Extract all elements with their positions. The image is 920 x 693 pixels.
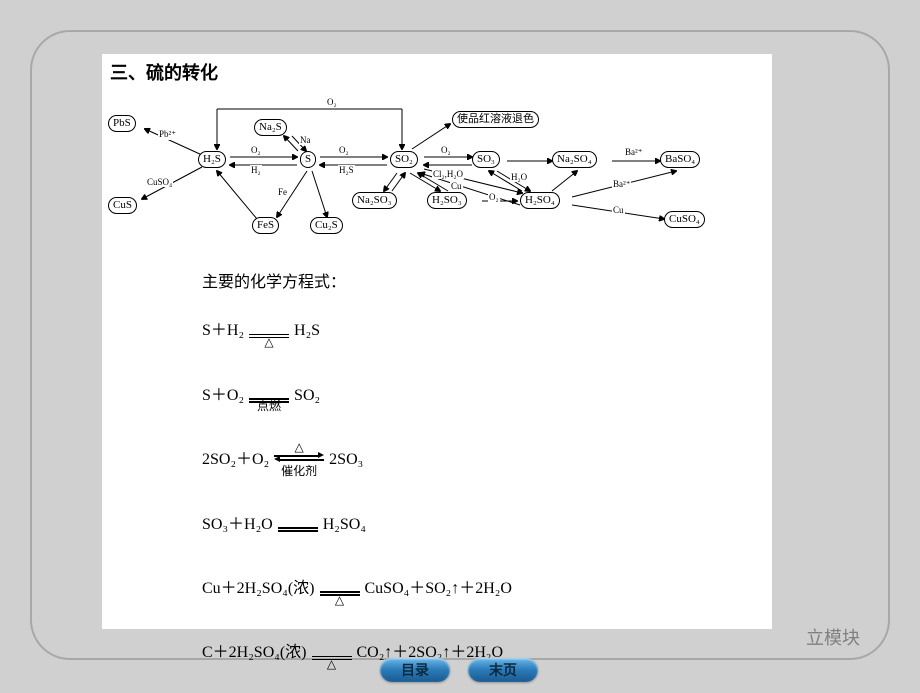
label-ba2a: Ba²⁺ bbox=[624, 147, 643, 158]
node-so2: SO₂ bbox=[390, 151, 418, 168]
eq-cond-below: △ bbox=[295, 439, 304, 456]
label-cu2: Cu bbox=[612, 205, 625, 215]
node-cus: CuS bbox=[108, 197, 137, 214]
eq-cond: △ bbox=[264, 334, 273, 351]
node-s: S bbox=[300, 151, 316, 168]
label-cl2: Cl₂,H₂O bbox=[432, 169, 464, 179]
equation-row: C＋2H₂SO₄(浓) △ CO₂↑＋2SO₂↑＋2H₂O bbox=[202, 628, 512, 678]
label-cuso4e: CuSO₄ bbox=[146, 177, 173, 187]
reaction-arrow-reversible: 催化剂 △ bbox=[271, 435, 327, 485]
label-h2s: H₂S bbox=[338, 165, 355, 175]
label-cu: Cu bbox=[450, 181, 463, 191]
node-cuso4: CuSO₄ bbox=[664, 211, 705, 228]
node-h2so3: H₂SO₃ bbox=[427, 192, 467, 209]
node-na2s: Na₂S bbox=[254, 119, 287, 136]
eq-cond: △ bbox=[327, 656, 336, 673]
equation-row: SO₃＋H₂O H₂SO₄ bbox=[202, 500, 512, 550]
reaction-arrow: △ bbox=[317, 564, 363, 614]
node-baso4: BaSO₄ bbox=[660, 151, 700, 168]
eq-rhs: H₂S bbox=[294, 320, 320, 342]
eq-rhs: 2SO₃ bbox=[329, 449, 363, 471]
label-pb2: Pb²⁺ bbox=[158, 129, 177, 140]
background-text: 立模块 bbox=[806, 624, 860, 650]
eq-rhs: SO₂ bbox=[294, 385, 320, 407]
label-h2o: H₂O bbox=[510, 172, 528, 182]
eq-lhs: S＋O₂ bbox=[202, 385, 244, 407]
node-na2so3: Na₂SO₃ bbox=[352, 192, 397, 209]
equation-row: Cu＋2H₂SO₄(浓) △ CuSO₄＋SO₂↑＋2H₂O bbox=[202, 564, 512, 614]
node-red: 使品红溶液退色 bbox=[452, 111, 539, 128]
last-page-button[interactable]: 末页 bbox=[468, 658, 538, 682]
reaction-arrow bbox=[275, 500, 321, 550]
node-h2s: H₂S bbox=[198, 151, 226, 168]
label-o2e: O₂ bbox=[488, 192, 500, 202]
eq-lhs: S＋H₂ bbox=[202, 320, 244, 342]
equation-row: S＋H₂ △ H₂S bbox=[202, 306, 512, 356]
node-so3: SO₃ bbox=[472, 151, 500, 168]
label-o2b: O₂ bbox=[250, 145, 262, 155]
label-na: Na bbox=[299, 135, 312, 145]
node-na2so4: Na₂SO₄ bbox=[552, 151, 597, 168]
eq-cond: 点燃 bbox=[257, 398, 281, 415]
node-pbs: PbS bbox=[108, 115, 136, 132]
label-o2d: O₂ bbox=[440, 145, 452, 155]
equation-row: 2SO₂＋O₂ 催化剂 △ 2SO₃ bbox=[202, 435, 512, 485]
eq-rhs: H₂SO₄ bbox=[323, 514, 366, 536]
label-o2c: O₂ bbox=[338, 145, 350, 155]
reaction-arrow: △ bbox=[309, 628, 355, 678]
sulfur-diagram: PbS CuS H₂S Na₂S S FeS Cu₂S SO₂ Na₂SO₃ H… bbox=[102, 89, 772, 259]
reaction-arrow: △ bbox=[246, 306, 292, 356]
eq-lhs: Cu＋2H₂SO₄(浓) bbox=[202, 578, 315, 600]
label-fe: Fe bbox=[277, 187, 288, 197]
eq-cond: △ bbox=[335, 592, 344, 609]
equations-header: 主要的化学方程式： bbox=[202, 272, 512, 294]
label-ba2b: Ba²⁺ bbox=[612, 179, 631, 190]
equation-row: S＋O₂ 点燃 SO₂ bbox=[202, 371, 512, 421]
eq-cond: 催化剂 bbox=[281, 463, 317, 480]
slide-content: 三、硫的转化 bbox=[102, 54, 772, 629]
node-fes: FeS bbox=[252, 217, 279, 234]
node-h2so4: H₂SO₄ bbox=[520, 192, 560, 209]
section-title: 三、硫的转化 bbox=[110, 59, 218, 85]
eq-lhs: 2SO₂＋O₂ bbox=[202, 449, 269, 471]
reaction-arrow: 点燃 bbox=[246, 371, 292, 421]
eq-lhs: SO₃＋H₂O bbox=[202, 514, 273, 536]
eq-rhs: CuSO₄＋SO₂↑＋2H₂O bbox=[365, 578, 512, 600]
toc-button[interactable]: 目录 bbox=[380, 658, 450, 682]
equations-block: 主要的化学方程式： S＋H₂ △ H₂S S＋O₂ 点燃 SO₂ 2SO₂＋O₂… bbox=[202, 272, 512, 693]
node-cu2s: Cu₂S bbox=[310, 217, 343, 234]
eq-lhs: C＋2H₂SO₄(浓) bbox=[202, 642, 307, 664]
label-o2a: O₂ bbox=[326, 97, 338, 107]
label-h2: H₂ bbox=[250, 165, 262, 175]
